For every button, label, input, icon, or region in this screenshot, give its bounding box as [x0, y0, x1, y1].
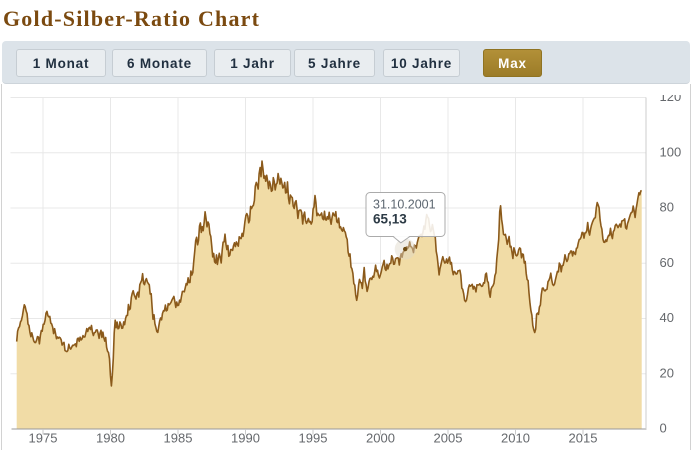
svg-text:60: 60: [660, 255, 674, 270]
svg-text:1980: 1980: [96, 431, 125, 446]
svg-text:1985: 1985: [164, 431, 193, 446]
svg-text:40: 40: [660, 310, 674, 325]
svg-text:2010: 2010: [501, 431, 530, 446]
svg-text:1990: 1990: [231, 431, 260, 446]
svg-text:100: 100: [660, 144, 682, 159]
svg-text:31.10.2001: 31.10.2001: [373, 198, 436, 212]
svg-text:1995: 1995: [299, 431, 328, 446]
svg-text:1975: 1975: [29, 431, 58, 446]
svg-text:0: 0: [660, 421, 667, 436]
svg-text:20: 20: [660, 365, 674, 380]
svg-text:2015: 2015: [569, 431, 598, 446]
svg-text:80: 80: [660, 200, 674, 215]
svg-text:65,13: 65,13: [373, 212, 407, 227]
svg-text:120: 120: [660, 89, 682, 104]
svg-text:2000: 2000: [366, 431, 395, 446]
svg-text:2005: 2005: [434, 431, 463, 446]
